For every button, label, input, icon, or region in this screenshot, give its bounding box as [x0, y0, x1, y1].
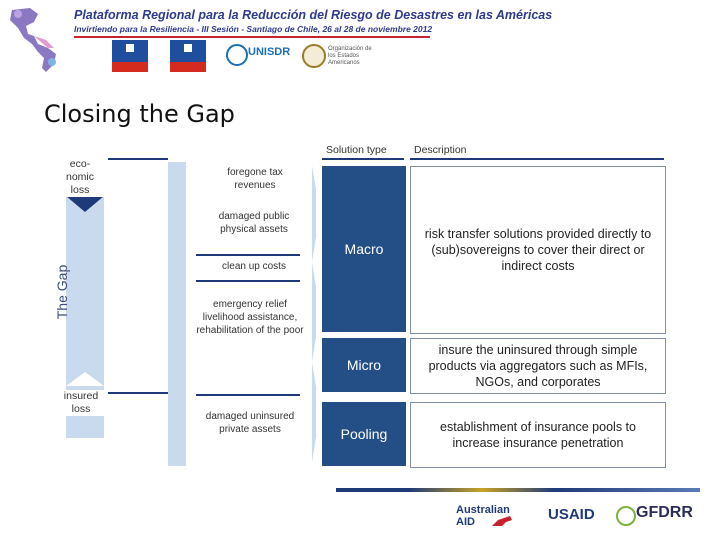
component-damaged-uninsured: damaged uninsured private assets: [198, 410, 302, 436]
header-rule: [410, 158, 664, 160]
description-pooling-text: establishment of insurance pools to incr…: [440, 420, 636, 450]
description-macro: risk transfer solutions provided directl…: [410, 166, 666, 334]
chile-gov-logo-1: [112, 40, 148, 72]
footer-rule: [336, 488, 700, 492]
australian-aid-logo: Australian AID: [456, 504, 510, 528]
description-micro: insure the uninsured through simple prod…: [410, 338, 666, 394]
page-title: Closing the Gap: [44, 100, 235, 128]
chile-gov-logo-2: [170, 40, 206, 72]
unisdr-logo-text: UNISDR: [248, 46, 291, 58]
components-column: [168, 162, 186, 466]
oas-logo-text: Organización de los Estados Americanos: [328, 46, 372, 66]
header-solution-type: Solution type: [326, 144, 387, 156]
header-banner: Plataforma Regional para la Reducción de…: [0, 0, 720, 82]
solution-macro: Macro: [322, 166, 406, 332]
header-description: Description: [414, 144, 467, 156]
solution-pooling: Pooling: [322, 402, 406, 466]
gfdrr-logo: GFDRR: [636, 504, 693, 521]
insured-loss-label: insured loss: [54, 390, 108, 416]
separator-line: [196, 394, 300, 396]
down-arrow-icon: [66, 196, 104, 212]
gap-label: The Gap: [54, 264, 70, 320]
component-clean-up: clean up costs: [206, 260, 302, 273]
economic-loss-label: eco- nomic loss: [52, 158, 108, 197]
solution-micro: Micro: [322, 338, 406, 392]
header-rule: [322, 158, 404, 160]
separator-line: [108, 158, 168, 160]
component-foregone-tax: foregone tax revenues: [210, 166, 300, 192]
oas-emblem-icon: [302, 44, 326, 68]
americas-map-icon: [10, 8, 56, 72]
components-bracket: [312, 166, 316, 462]
separator-line: [196, 254, 300, 256]
up-arrow-icon: [66, 372, 104, 386]
description-macro-text: risk transfer solutions provided directl…: [424, 227, 652, 273]
usaid-logo: USAID: [548, 506, 595, 523]
separator-line: [108, 392, 168, 394]
component-damaged-public-assets: damaged public physical assets: [204, 210, 304, 236]
description-pooling: establishment of insurance pools to incr…: [410, 402, 666, 468]
banner-title: Plataforma Regional para la Reducción de…: [74, 8, 553, 22]
gfdrr-globe-icon: [616, 506, 636, 526]
description-micro-text: insure the uninsured through simple prod…: [428, 343, 648, 389]
kangaroo-icon: [492, 516, 512, 526]
banner-rule: [74, 36, 430, 38]
un-emblem-icon: [226, 44, 248, 66]
separator-line: [196, 280, 300, 282]
banner-subtitle: Invirtiendo para la Resiliencia - III Se…: [74, 24, 433, 34]
component-emergency-relief: emergency relief livelihood assistance, …: [196, 298, 304, 337]
